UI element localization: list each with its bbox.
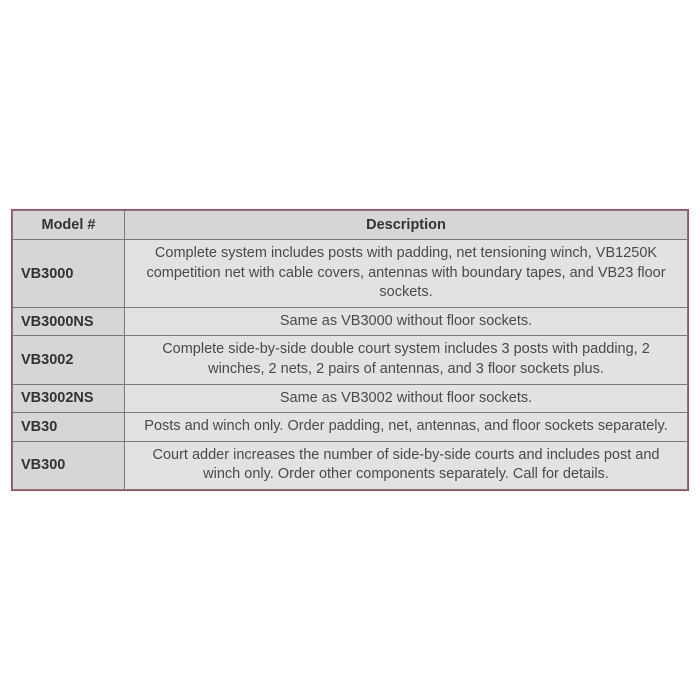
cell-model: VB3002NS (13, 384, 125, 413)
cell-description: Same as VB3000 without floor sockets. (125, 307, 688, 336)
cell-description: Complete side-by-side double court syste… (125, 336, 688, 384)
table-row: VB3000NS Same as VB3000 without floor so… (13, 307, 688, 336)
cell-description: Posts and winch only. Order padding, net… (125, 413, 688, 442)
header-model: Model # (13, 211, 125, 240)
table-row: VB3002 Complete side-by-side double cour… (13, 336, 688, 384)
table-header-row: Model # Description (13, 211, 688, 240)
cell-model: VB3000 (13, 240, 125, 308)
cell-description: Court adder increases the number of side… (125, 441, 688, 489)
header-description: Description (125, 211, 688, 240)
table-row: VB300 Court adder increases the number o… (13, 441, 688, 489)
cell-model: VB3002 (13, 336, 125, 384)
table-row: VB3002NS Same as VB3002 without floor so… (13, 384, 688, 413)
cell-description: Complete system includes posts with padd… (125, 240, 688, 308)
table-row: VB30 Posts and winch only. Order padding… (13, 413, 688, 442)
product-table: Model # Description VB3000 Complete syst… (12, 210, 688, 490)
table-row: VB3000 Complete system includes posts wi… (13, 240, 688, 308)
cell-model: VB30 (13, 413, 125, 442)
product-table-container: Model # Description VB3000 Complete syst… (11, 209, 689, 491)
cell-model: VB300 (13, 441, 125, 489)
cell-model: VB3000NS (13, 307, 125, 336)
cell-description: Same as VB3002 without floor sockets. (125, 384, 688, 413)
